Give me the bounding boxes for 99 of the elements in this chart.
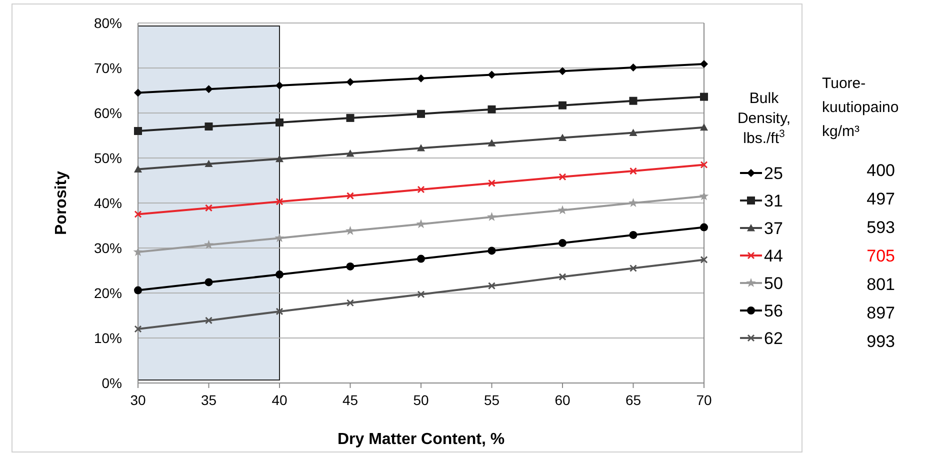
point [417, 144, 425, 152]
point [558, 239, 566, 248]
point [276, 82, 284, 90]
point [488, 70, 496, 79]
point [558, 67, 566, 76]
point [488, 179, 496, 187]
point [134, 210, 142, 218]
legend-label: 44 [764, 246, 783, 266]
point [346, 78, 354, 86]
point [276, 198, 284, 206]
point [134, 127, 142, 135]
legend-label: 50 [764, 274, 783, 293]
point [276, 270, 284, 279]
point [629, 230, 638, 239]
point [204, 240, 214, 249]
point [274, 233, 284, 242]
legend-title: Bulk Density, lbs./ft$^{3}$ [737, 90, 791, 147]
point [630, 264, 637, 272]
point [629, 64, 638, 72]
y-tick-label: 30% [94, 240, 122, 256]
point [417, 254, 425, 263]
point [346, 299, 354, 307]
point [276, 154, 284, 162]
legend-label: 31 [764, 192, 783, 210]
point [345, 226, 356, 235]
y-tick-label: 10% [94, 330, 122, 346]
point [629, 128, 638, 136]
point [205, 204, 212, 212]
point [134, 88, 142, 97]
point [204, 122, 213, 130]
point [558, 273, 566, 281]
point [204, 278, 213, 286]
y-tick-label: 50% [94, 150, 122, 166]
category-label: 497 [866, 190, 895, 208]
y-tick-label: 60% [94, 105, 122, 121]
point [417, 186, 425, 194]
x-tick-label: 55 [484, 392, 500, 408]
point [417, 110, 425, 118]
point [417, 74, 425, 82]
point [488, 105, 496, 114]
point [700, 60, 708, 68]
point [488, 139, 496, 146]
y-tick-label: 80% [94, 15, 122, 31]
category-label: 400 [866, 161, 895, 180]
category-label: 593 [866, 218, 895, 237]
point [700, 92, 708, 101]
point [346, 114, 354, 122]
x-tick-label: 50 [413, 392, 429, 408]
x-tick-label: 65 [625, 392, 642, 408]
legend-label: 37 [764, 219, 783, 238]
legend-label: 25 [764, 164, 783, 183]
point [417, 290, 425, 298]
point [630, 167, 637, 175]
x-tick-label: 60 [554, 392, 570, 408]
point [488, 246, 496, 255]
point [204, 160, 213, 168]
point [558, 101, 566, 110]
text: Tuore-kuutiopaino kg/m³ [822, 75, 899, 140]
point [276, 308, 284, 316]
x-tick-label: 35 [200, 392, 217, 408]
legend-label: 56 [764, 302, 783, 320]
category-label: 993 [866, 332, 895, 351]
point [276, 118, 284, 126]
point [346, 192, 354, 200]
point [629, 96, 638, 105]
point [134, 325, 142, 333]
x-tick-label: 30 [130, 392, 146, 408]
point [700, 256, 708, 264]
y-tick-label: 0% [102, 375, 122, 391]
point [558, 134, 566, 141]
point [700, 161, 708, 168]
point [205, 316, 212, 324]
point [700, 123, 708, 131]
point [699, 191, 709, 200]
point [488, 282, 496, 290]
point [134, 165, 142, 172]
category-label: 801 [866, 275, 895, 294]
y-tick-label: 20% [94, 285, 122, 301]
category-label: 705 [866, 246, 895, 266]
point [700, 223, 708, 232]
point [486, 212, 497, 221]
category-label: 897 [866, 304, 895, 322]
point [346, 150, 354, 157]
y-tick-label: 40% [94, 195, 122, 211]
y-tick-label: 70% [94, 60, 122, 76]
x-tick-label: 40 [272, 392, 288, 408]
y-axis-title: Porosity [53, 170, 70, 236]
point [628, 198, 638, 208]
point [204, 85, 213, 94]
legend-label: 62 [764, 329, 783, 348]
x-tick-label: 70 [696, 392, 712, 408]
point [134, 286, 142, 294]
x-axis-title: Dry Matter Content, % [337, 431, 505, 448]
point [416, 219, 426, 228]
point [558, 205, 568, 214]
point [133, 247, 143, 256]
point [558, 173, 566, 181]
point [346, 262, 354, 270]
x-tick-label: 45 [342, 392, 358, 408]
